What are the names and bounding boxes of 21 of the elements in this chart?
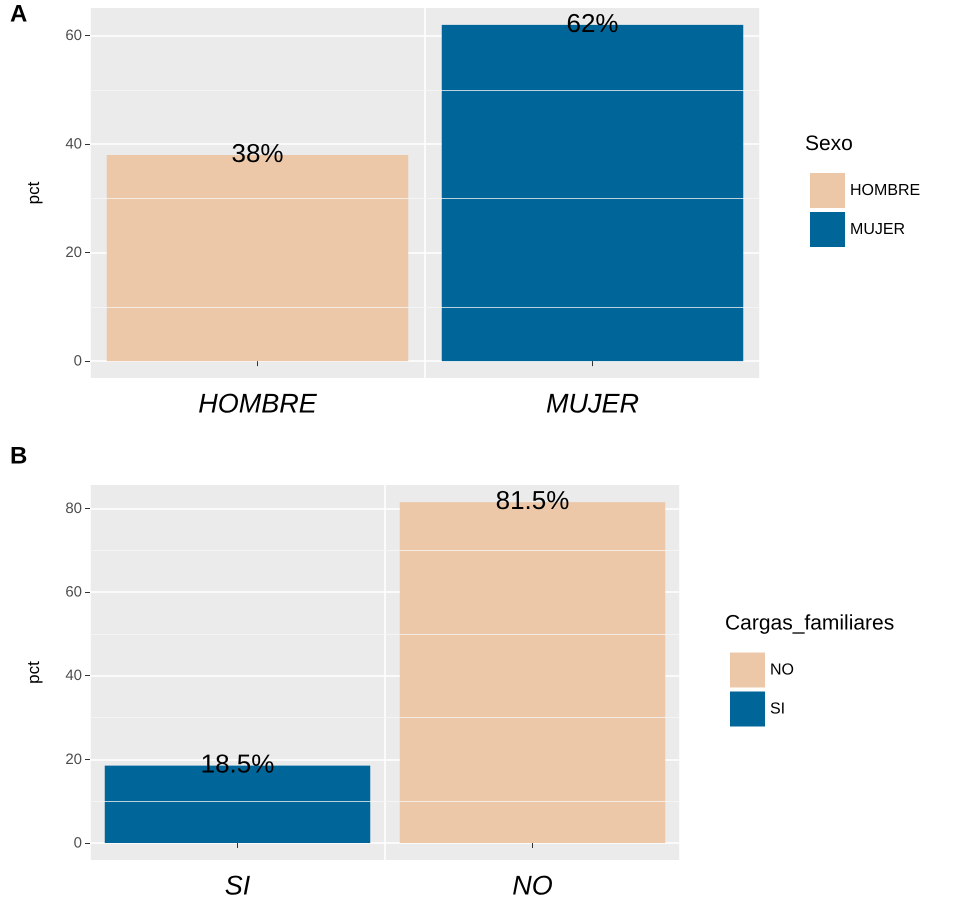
y-axis-title: pct bbox=[24, 181, 43, 204]
legend-label: MUJER bbox=[850, 221, 906, 238]
data-label: 38% bbox=[231, 138, 284, 168]
legend-label: SI bbox=[770, 700, 786, 718]
y-tick-label: 60 bbox=[65, 584, 82, 601]
chart-title: A bbox=[10, 0, 28, 28]
data-label: 81.5% bbox=[496, 485, 570, 516]
y-tick-label: 40 bbox=[65, 136, 82, 153]
y-tick-label: 80 bbox=[65, 500, 82, 517]
y-tick-label: 20 bbox=[65, 750, 82, 768]
legend-label: HOMBRE bbox=[850, 182, 920, 199]
y-tick-label: 40 bbox=[65, 667, 82, 684]
legend-title: Sexo bbox=[805, 132, 853, 155]
y-tick-label: 20 bbox=[65, 244, 82, 262]
y-tick-label: 0 bbox=[74, 352, 82, 370]
y-axis-title: pct bbox=[24, 660, 43, 684]
y-tick-label: 60 bbox=[65, 27, 82, 44]
chart-title: B bbox=[10, 442, 28, 470]
legend-title: Cargas_familiares bbox=[725, 612, 894, 634]
legend-label: NO bbox=[770, 662, 794, 678]
y-tick-label: 0 bbox=[74, 834, 82, 852]
